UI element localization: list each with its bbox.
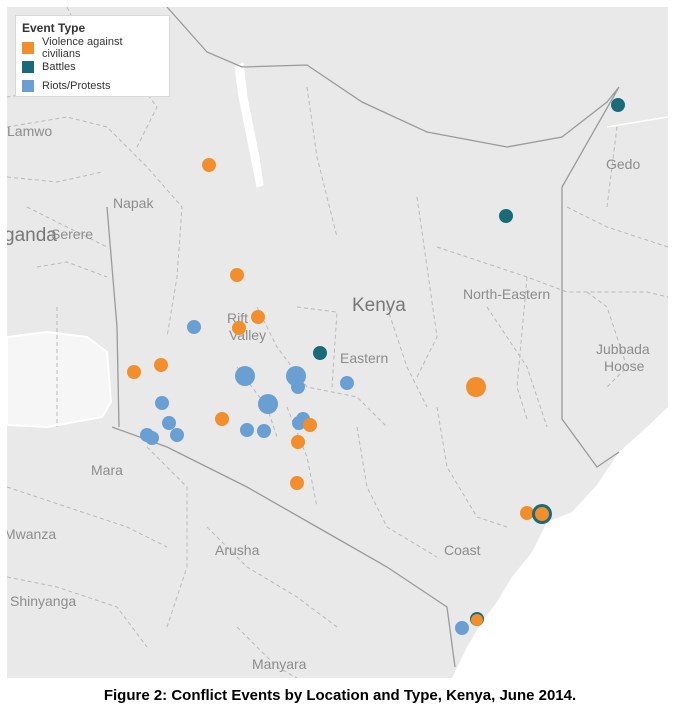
event-marker[interactable] — [292, 416, 306, 430]
legend-item-battles[interactable]: Battles — [22, 57, 163, 76]
event-marker[interactable] — [240, 423, 254, 437]
event-marker[interactable] — [471, 614, 483, 626]
event-marker[interactable] — [202, 158, 216, 172]
event-marker[interactable] — [611, 98, 625, 112]
place-kenya: Kenya — [352, 295, 406, 316]
event-marker[interactable] — [313, 346, 327, 360]
event-markers — [127, 98, 625, 635]
figure-caption: Figure 2: Conflict Events by Location an… — [103, 687, 577, 704]
event-marker[interactable] — [251, 310, 265, 324]
event-marker[interactable] — [127, 365, 141, 379]
event-marker[interactable] — [257, 424, 271, 438]
legend-swatch — [22, 79, 34, 92]
place-rift: Rift — [227, 310, 248, 326]
ocean — [452, 407, 668, 678]
place-hoose: Hoose — [604, 358, 645, 374]
event-marker[interactable] — [232, 321, 246, 335]
event-marker[interactable] — [187, 320, 201, 334]
uganda-border — [106, 206, 120, 428]
lake-turkana — [234, 62, 264, 188]
legend: Event Type Violence against civilians Ba… — [15, 15, 170, 97]
place-jubbada: Jubbada — [596, 341, 650, 357]
place-napak: Napak — [113, 195, 154, 211]
event-marker[interactable] — [170, 428, 184, 442]
event-marker[interactable] — [154, 358, 168, 372]
event-marker[interactable] — [145, 431, 159, 445]
lake-victoria — [7, 330, 113, 429]
event-marker[interactable] — [303, 418, 317, 432]
event-marker[interactable] — [499, 209, 513, 223]
event-marker[interactable] — [258, 394, 278, 414]
place-coast: Coast — [444, 542, 481, 558]
event-marker[interactable] — [520, 506, 534, 520]
legend-swatch — [22, 60, 34, 73]
legend-title: Event Type — [22, 21, 86, 35]
event-marker[interactable] — [291, 380, 305, 394]
event-marker[interactable] — [455, 621, 469, 635]
event-marker[interactable] — [290, 476, 304, 490]
event-marker[interactable] — [291, 435, 305, 449]
legend-label: Violence against civilians — [42, 35, 123, 60]
place-north-eastern: North-Eastern — [463, 286, 551, 302]
place-eastern: Eastern — [340, 350, 389, 366]
map[interactable]: Lamwo Napak ganda Serere Rift Valley Ken… — [7, 7, 668, 678]
legend-item-riots[interactable]: Riots/Protests — [22, 76, 163, 95]
event-marker[interactable] — [340, 376, 354, 390]
legend-label: Battles — [42, 60, 76, 73]
place-lamwo: Lamwo — [7, 123, 53, 139]
event-marker[interactable] — [466, 377, 486, 397]
legend-swatch — [22, 41, 34, 54]
place-serere: Serere — [51, 226, 94, 242]
event-marker[interactable] — [230, 268, 244, 282]
kenya-border — [111, 7, 620, 668]
place-shinyanga: Shinyanga — [10, 593, 77, 609]
place-uganda: ganda — [7, 225, 57, 246]
legend-item-violence[interactable]: Violence against civilians — [22, 35, 163, 60]
event-marker[interactable] — [235, 366, 255, 386]
event-marker[interactable] — [535, 507, 549, 521]
place-arusha: Arusha — [215, 542, 260, 558]
legend-label: Riots/Protests — [42, 79, 111, 92]
event-marker[interactable] — [155, 396, 169, 410]
place-mwanza: Mwanza — [7, 526, 57, 542]
place-mara: Mara — [91, 462, 123, 478]
place-manyara: Manyara — [252, 656, 307, 672]
event-marker[interactable] — [215, 412, 229, 426]
place-gedo: Gedo — [606, 156, 641, 172]
event-marker[interactable] — [162, 416, 176, 430]
